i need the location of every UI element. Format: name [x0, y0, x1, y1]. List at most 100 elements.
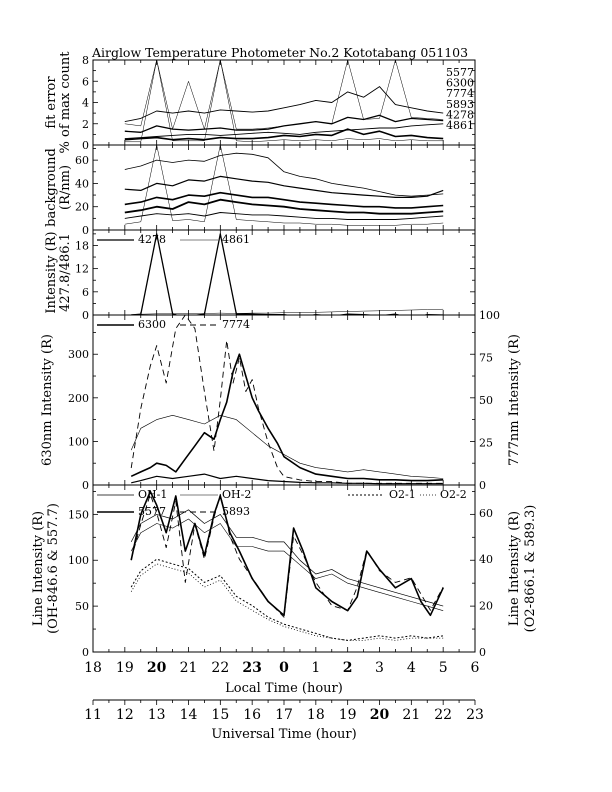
series-line-4861	[131, 308, 444, 315]
series-line-4	[124, 198, 444, 215]
local-time-tick-label: 21	[180, 660, 198, 676]
y-right-tick-label: 50	[479, 394, 493, 407]
universal-time-axis: 11 12 13 14 15 16 17 18 19 20 21 22 23 Universal Time…	[84, 699, 484, 742]
y-right-tick-label: 60	[479, 507, 493, 520]
universal-time-tick-label: 22	[434, 707, 452, 723]
panel-red_oxygen: 0 100 200 300 0 25 50 75 100 630nm Intensity (R) 7…	[40, 309, 522, 492]
series-line-5577	[130, 490, 444, 617]
y-tick-label: 18	[75, 239, 89, 252]
universal-time-tick-label: 16	[243, 707, 261, 723]
legend-label-7774: 7774	[446, 87, 474, 100]
legend-label-4278: 4278	[138, 233, 166, 246]
series-group	[130, 490, 444, 641]
series-line-4278	[131, 233, 444, 315]
local-time-tick-label: 0	[279, 660, 289, 676]
y-tick-label: 50	[75, 600, 89, 613]
y-tick-label: 6	[82, 75, 89, 88]
legend-label-4861: 4861	[222, 233, 250, 246]
panel-fit_error: 0 2 4 6 8 fit error% of max count 557763007774…	[44, 51, 476, 154]
y-axis-label: Line Intensity (R)	[31, 511, 46, 626]
universal-time-tick-label: 14	[180, 707, 198, 723]
series-line-1	[124, 152, 444, 197]
local-time-tick-label: 2	[343, 660, 353, 676]
y-right-tick-label: 20	[479, 600, 493, 613]
series-line-3	[130, 415, 444, 479]
series-line-5893	[130, 493, 444, 618]
local-time-tick-label: 1	[311, 660, 320, 676]
legend-label-5893: 5893	[222, 505, 250, 518]
y-axis-label: 630nm Intensity (R)	[40, 334, 55, 466]
y-axis-label-2: % of max count	[58, 51, 73, 154]
series-group	[124, 145, 444, 226]
y-tick-label: 60	[75, 154, 89, 167]
series-line-o2-2	[130, 563, 444, 641]
y-right-tick-label: 25	[479, 437, 493, 450]
legend-label-5577: 5577	[446, 66, 474, 79]
universal-time-tick-label: 13	[148, 707, 166, 723]
local-time-axis-label: Local Time (hour)	[225, 681, 343, 696]
local-time-tick-label: 23	[242, 660, 261, 676]
legend-label-7774: 7774	[222, 318, 250, 331]
universal-time-tick-label: 19	[339, 707, 357, 723]
y-axis-label: background	[44, 148, 59, 227]
series-line-5893	[124, 123, 444, 140]
legend-label-4861: 4861	[446, 119, 474, 132]
y-right-tick-label: 0	[479, 646, 486, 659]
panel-frame	[92, 144, 476, 231]
y-axis-label-2: (OH-846.6 & 557.7)	[46, 503, 61, 634]
panel-frame	[92, 314, 476, 486]
y-right-tick-label: 40	[479, 553, 493, 566]
local-time-tick-label: 4	[407, 660, 416, 676]
y-axis-label: fit error	[44, 76, 59, 129]
local-time-tick-label: 19	[116, 660, 134, 676]
series-line-6300	[124, 86, 444, 123]
series-line-5	[124, 212, 444, 220]
y-tick-label: 40	[75, 177, 89, 190]
y-tick-label: 6	[82, 286, 89, 299]
series-group	[131, 233, 444, 315]
series-line-oh-2	[130, 518, 444, 611]
y-right-axis-label: Line Intensity (R)	[507, 511, 522, 626]
y-tick-label: 150	[68, 508, 89, 521]
series-line-6	[124, 145, 444, 226]
panel-blue_green: 0 6 12 18 Intensity (R) 427.8/486.1 4278 4861	[44, 229, 476, 322]
y-right-tick-label: 0	[479, 479, 486, 492]
universal-time-tick-label: 23	[466, 707, 484, 723]
legend-label-oh-2: OH-2	[222, 488, 251, 501]
local-time-tick-label: 6	[471, 660, 480, 676]
y-axis-label: Intensity (R)	[44, 231, 59, 313]
y-right-tick-label: 75	[479, 352, 493, 365]
y-axis-label-2: (R/nm)	[58, 165, 73, 210]
series-line-7774	[124, 60, 444, 130]
series-line-4861	[124, 60, 444, 143]
y-tick-label: 0	[82, 224, 89, 237]
universal-time-axis-label: Universal Time (hour)	[211, 727, 356, 742]
y-tick-label: 4	[82, 97, 89, 110]
y-tick-label: 0	[82, 646, 89, 659]
universal-time-tick-label: 12	[116, 707, 134, 723]
y-right-axis-label-2: (O2-866.1 & 589.3)	[523, 505, 538, 633]
legend-label-5577: 5577	[138, 505, 166, 518]
series-line-6300	[130, 353, 444, 482]
y-tick-label: 200	[68, 392, 89, 405]
y-tick-label: 20	[75, 201, 89, 214]
y-right-tick-label: 100	[479, 309, 500, 322]
figure-title: Airglow Temperature Photometer No.2 Koto…	[91, 45, 468, 60]
local-time-tick-label: 18	[84, 660, 102, 676]
series-line-3	[124, 191, 444, 209]
panel-background: 0 20 40 60 background (R/nm)	[44, 144, 476, 237]
legend-label-o2-1: O2-1	[389, 488, 416, 501]
series-line-5577	[124, 114, 444, 133]
universal-time-tick-label: 20	[370, 707, 390, 723]
local-time-tick-label: 3	[375, 660, 384, 676]
y-axis-label-2: 427.8/486.1	[58, 233, 73, 312]
universal-time-tick-label: 15	[211, 707, 229, 723]
y-tick-label: 300	[68, 348, 89, 361]
series-line-o2-1	[130, 558, 444, 641]
series-line-2	[124, 175, 444, 198]
y-tick-label: 12	[75, 263, 89, 276]
legend-label-6300: 6300	[446, 77, 474, 90]
universal-time-tick-label: 21	[402, 707, 420, 723]
